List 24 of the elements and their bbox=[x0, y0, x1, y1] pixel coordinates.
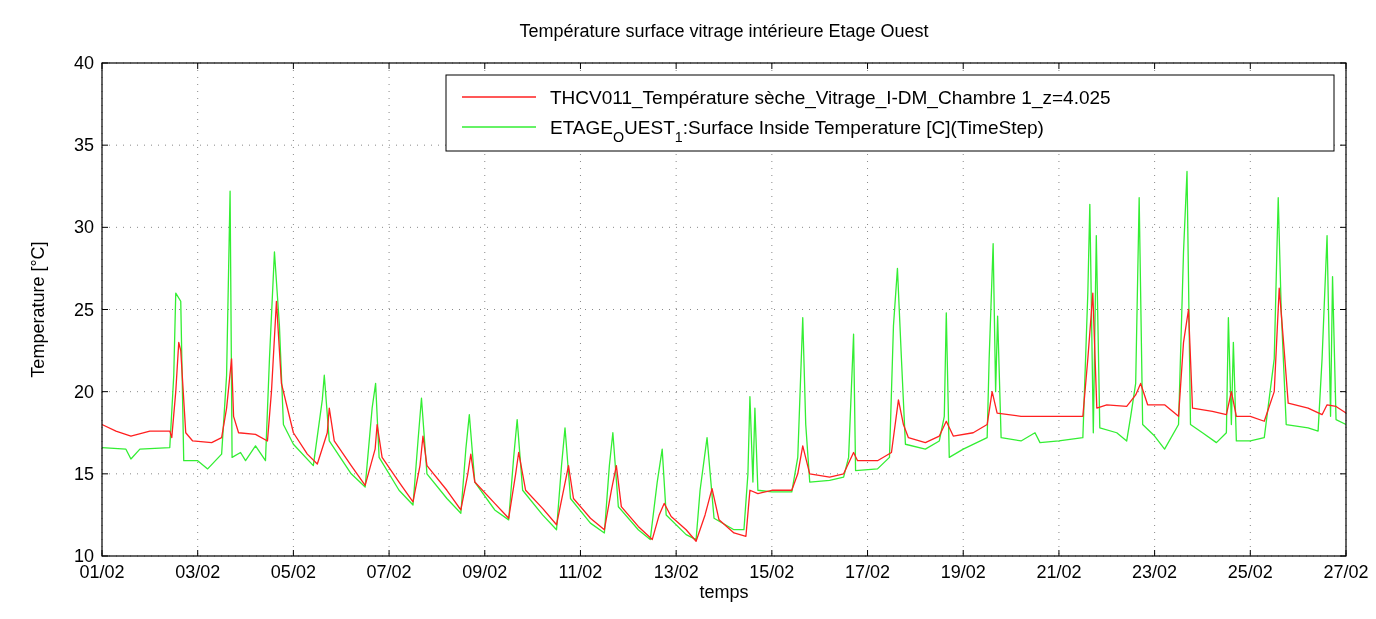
x-axis-title: temps bbox=[699, 582, 749, 602]
x-tick-label: 13/02 bbox=[653, 562, 699, 582]
y-tick-label: 40 bbox=[73, 53, 94, 73]
x-tick-label: 27/02 bbox=[1323, 562, 1369, 582]
y-tick-label: 15 bbox=[73, 463, 94, 484]
x-tick-label: 07/02 bbox=[366, 562, 412, 582]
y-tick-label: 35 bbox=[73, 135, 94, 156]
legend-label: ETAGE$_{O}$UEST$_{1}$:Surface Inside Temperature [C](TimeStep) bbox=[550, 117, 1044, 145]
x-tick-label: 11/02 bbox=[558, 562, 603, 582]
y-tick-label: 30 bbox=[73, 217, 94, 238]
x-tick-label: 03/02 bbox=[175, 562, 221, 582]
y-tick-label: 20 bbox=[73, 381, 94, 402]
y-tick-label: 25 bbox=[73, 299, 94, 320]
y-axis-title: Temperature [°C] bbox=[28, 241, 48, 378]
x-tick-label: 19/02 bbox=[940, 562, 986, 582]
x-tick-label: 21/02 bbox=[1036, 562, 1082, 582]
x-tick-label: 05/02 bbox=[270, 562, 316, 582]
legend-label: THCV011_Température sèche_Vitrage_I-DM_Chambre 1_z=4.025 bbox=[550, 87, 1111, 109]
x-tick-label: 25/02 bbox=[1227, 562, 1273, 582]
x-tick-label: 15/02 bbox=[749, 562, 795, 582]
chart-title: Température surface vitrage intérieure Etage Ouest bbox=[519, 21, 929, 41]
x-tick-label: 09/02 bbox=[462, 562, 508, 582]
x-tick-label: 23/02 bbox=[1132, 562, 1178, 582]
x-tick-label: 17/02 bbox=[845, 562, 891, 582]
